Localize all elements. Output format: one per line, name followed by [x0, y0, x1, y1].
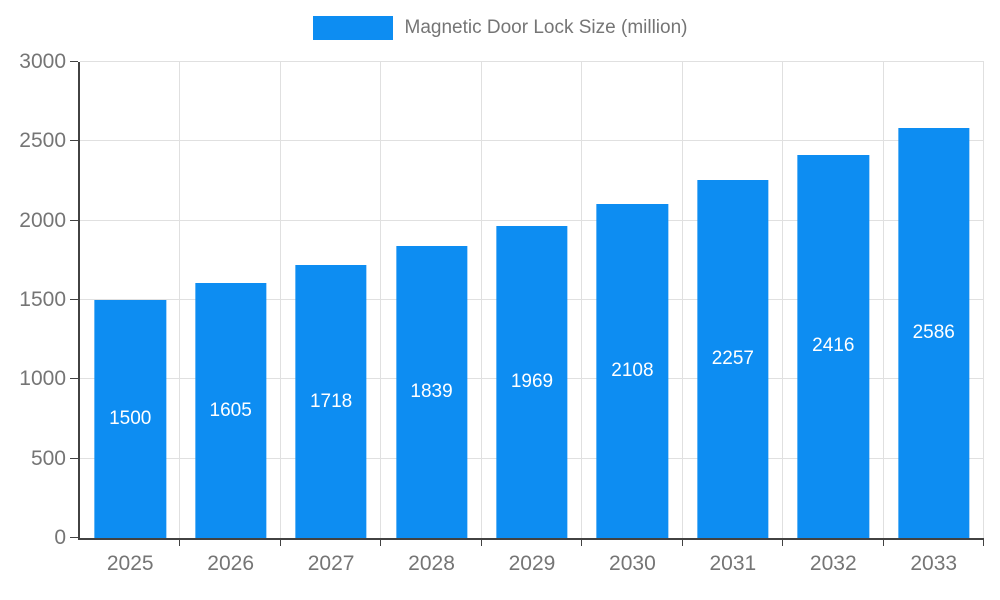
gridline-vertical	[882, 62, 884, 538]
bar-value-label: 1500	[109, 408, 152, 429]
gridline-vertical	[681, 62, 683, 538]
y-axis-tick	[70, 299, 78, 300]
x-axis-tick	[179, 540, 181, 546]
y-axis-label: 0	[54, 526, 66, 549]
x-axis-tick	[983, 540, 984, 546]
y-axis-tick	[70, 378, 78, 380]
bar: 1839	[395, 246, 468, 538]
legend-label: Magnetic Door Lock Size (million)	[404, 17, 688, 38]
x-axis-tick	[681, 540, 683, 546]
x-axis-tick	[782, 540, 784, 546]
bar-series: 1500 2025 1605 2026 1718 2027 1839 2028 1969 2029…	[80, 62, 984, 575]
bar-value-label: 2586	[912, 321, 955, 343]
x-axis-label: 2029	[508, 552, 556, 575]
y-axis-tick	[70, 140, 78, 142]
legend: Magnetic Door Lock Size (million)	[0, 16, 1000, 40]
x-axis-label: 2032	[809, 552, 857, 575]
y-axis-tick	[70, 61, 78, 62]
x-axis-tick	[380, 540, 382, 546]
gridline-horizontal	[80, 140, 984, 142]
gridline-vertical	[480, 62, 482, 538]
y-axis-label: 3000	[19, 50, 66, 73]
x-axis-tick	[581, 540, 583, 546]
bar-value-label: 1605	[209, 399, 252, 421]
bar-value-label: 1718	[309, 390, 353, 412]
gridline-vertical	[983, 62, 984, 538]
x-axis-label: 2028	[408, 552, 455, 575]
gridline-horizontal	[80, 61, 984, 62]
category-slot: 2108 2030	[582, 62, 682, 575]
category-slot: 1500 2025	[80, 62, 180, 575]
category-slot: 1718 2027	[281, 62, 381, 575]
category-slot: 2586 2033	[884, 62, 984, 575]
y-axis-label: 2000	[19, 208, 66, 232]
bar-value-label: 2108	[611, 359, 654, 381]
category-slot: 1969 2029	[482, 62, 582, 575]
bar-value-label: 1839	[410, 381, 453, 403]
gridline-horizontal	[80, 219, 984, 221]
x-axis-tick	[279, 540, 281, 546]
x-axis-label: 2033	[910, 552, 958, 575]
x-axis-label: 2026	[207, 552, 255, 575]
category-slot: 2257 2031	[683, 62, 783, 575]
category-slot: 2416 2032	[783, 62, 883, 575]
x-axis-label: 2030	[609, 552, 656, 575]
bar: 2416	[797, 154, 869, 538]
x-axis-tick	[480, 540, 482, 546]
bar: 2108	[596, 203, 669, 538]
x-axis-label: 2027	[307, 552, 355, 575]
bar-value-label: 1969	[510, 370, 554, 392]
gridline-vertical	[782, 62, 784, 538]
bar: 1718	[295, 265, 367, 538]
gridline-vertical	[279, 62, 281, 538]
y-axis-tick	[70, 457, 78, 459]
bar: 1605	[195, 283, 267, 538]
bar: 2586	[898, 127, 970, 538]
legend-swatch	[312, 16, 393, 40]
y-axis-tick	[70, 219, 78, 221]
x-axis-label: 2025	[106, 552, 154, 575]
category-slot: 1605 2026	[180, 62, 280, 575]
plot-area: 0 500 1000 1500 2000 2500 3000 1500 2025 1605 202…	[19, 50, 984, 575]
bar: 2257	[697, 179, 769, 538]
bar-value-label: 2257	[711, 347, 754, 369]
x-axis-tick	[882, 540, 884, 546]
y-axis-label: 1000	[19, 367, 66, 391]
gridline-vertical	[380, 62, 382, 538]
y-axis-tick	[70, 537, 78, 538]
y-axis-label: 500	[30, 446, 66, 470]
gridline-vertical	[581, 62, 583, 538]
bar-value-label: 2416	[812, 335, 855, 357]
category-slot: 1839 2028	[381, 62, 481, 575]
bar: 1500	[94, 300, 166, 538]
x-axis-label: 2031	[709, 552, 757, 575]
y-axis-label: 1500	[19, 288, 66, 311]
bar: 1969	[496, 225, 568, 538]
y-axis-label: 2500	[19, 129, 66, 153]
gridline-vertical	[179, 62, 181, 538]
